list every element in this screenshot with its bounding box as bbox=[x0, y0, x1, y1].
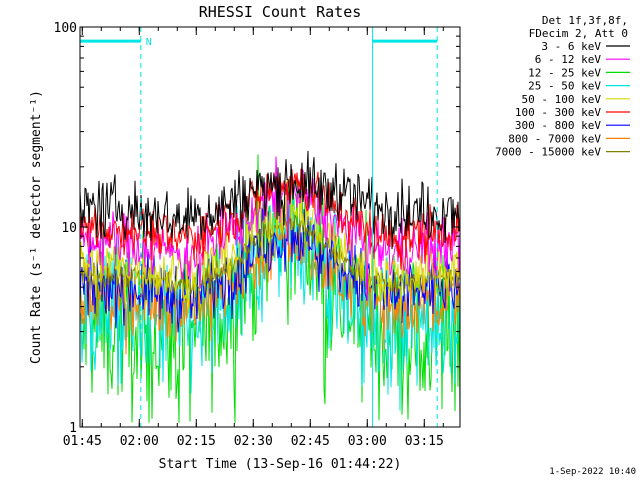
y-tick-label: 100 bbox=[54, 21, 77, 36]
x-tick-label: 02:00 bbox=[120, 434, 159, 449]
legend-header: Det 1f,3f,8f, bbox=[542, 14, 628, 27]
legend-entry-label: 300 - 800 keV bbox=[515, 119, 601, 132]
y-axis-label: Count Rate (s⁻¹ detector segment⁻¹) bbox=[29, 90, 44, 364]
legend-entry-label: 25 - 50 keV bbox=[528, 80, 601, 93]
legend-entry-label: 12 - 25 keV bbox=[528, 66, 601, 79]
x-tick-label: 03:00 bbox=[348, 434, 387, 449]
plot-area: N bbox=[79, 27, 461, 427]
legend-entry-label: 50 - 100 keV bbox=[522, 93, 602, 106]
axes: 01:45 02:00 02:15 02:30 02:45 03:00 03:15 1 10 10… bbox=[54, 21, 461, 449]
legend-entry-label: 800 - 7000 keV bbox=[508, 132, 601, 145]
y-tick-label: 1 bbox=[69, 421, 77, 436]
flag-label: N bbox=[146, 37, 152, 48]
footer-timestamp: 1-Sep-2022 10:40 bbox=[549, 467, 636, 477]
y-tick-label: 10 bbox=[61, 221, 77, 236]
x-tick-label: 03:15 bbox=[405, 434, 444, 449]
x-tick-label: 01:45 bbox=[63, 434, 102, 449]
legend-entry-label: 6 - 12 keV bbox=[535, 53, 602, 66]
series-800-7000kev-line bbox=[79, 201, 461, 355]
legend-entry-label: 3 - 6 keV bbox=[541, 40, 601, 53]
series-3-6kev-line bbox=[79, 150, 461, 250]
chart-title: RHESSI Count Rates bbox=[199, 3, 362, 21]
x-tick-label: 02:45 bbox=[291, 434, 330, 449]
legend-entry-label: 7000 - 15000 keV bbox=[495, 146, 601, 159]
series-300-800kev-line bbox=[79, 207, 461, 333]
series-50-100kev-line bbox=[79, 180, 461, 322]
x-tick-label: 02:30 bbox=[234, 434, 273, 449]
x-tick-label: 02:15 bbox=[177, 434, 216, 449]
series-7000-15000kev-line bbox=[79, 214, 461, 297]
legend-entry-label: 100 - 300 keV bbox=[515, 106, 601, 119]
legend-header: FDecim 2, Att 0 bbox=[529, 27, 628, 40]
x-axis-label: Start Time (13-Sep-16 01:44:22) bbox=[159, 457, 402, 472]
